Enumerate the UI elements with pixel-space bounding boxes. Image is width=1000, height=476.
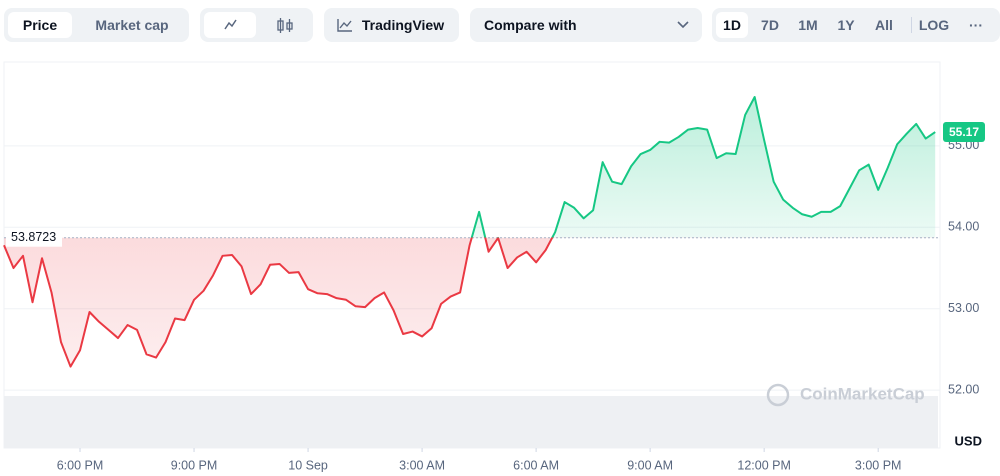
line-icon xyxy=(224,19,237,30)
compare-group[interactable]: Compare with xyxy=(470,8,702,42)
candle-icon xyxy=(277,18,293,33)
log-button[interactable]: LOG xyxy=(918,17,950,33)
line-style-button[interactable] xyxy=(204,12,256,38)
tradingview-icon xyxy=(337,19,352,32)
tradingview-button[interactable]: TradingView xyxy=(361,17,445,33)
price-mode-group: Price Market cap xyxy=(4,8,189,42)
x-tick-label: 10 Sep xyxy=(288,458,328,472)
y-tick-label: 54.00 xyxy=(948,220,979,234)
chevron-icon xyxy=(677,21,689,29)
price-button[interactable]: Price xyxy=(8,12,72,38)
divider xyxy=(911,17,912,33)
market-cap-button[interactable]: Market cap xyxy=(95,17,169,33)
y-tick-label: 53.00 xyxy=(948,301,979,315)
baseline-label: 53.8723 xyxy=(11,230,56,244)
baseline-label-bg xyxy=(6,228,62,247)
compare-dropdown[interactable]: Compare with xyxy=(484,17,577,33)
x-tick-label: 6:00 AM xyxy=(513,458,559,472)
current-price-label: 55.17 xyxy=(949,125,979,139)
x-tick-label: 6:00 PM xyxy=(57,458,104,472)
current-price-tag xyxy=(943,122,985,143)
range-button[interactable]: All xyxy=(875,17,893,33)
y-tick-label: 52.00 xyxy=(948,382,979,396)
x-tick-label: 9:00 AM xyxy=(627,458,673,472)
range-button[interactable]: 1Y xyxy=(837,17,855,33)
chart-style-group xyxy=(200,8,313,42)
range-button[interactable]: 7D xyxy=(761,17,779,33)
range-button[interactable]: 1M xyxy=(798,17,818,33)
x-tick-label: 3:00 AM xyxy=(399,458,445,472)
x-tick-label: 12:00 PM xyxy=(737,458,791,472)
area-fill xyxy=(4,97,936,367)
more-button[interactable]: ··· xyxy=(969,17,983,33)
x-tick-label: 9:00 PM xyxy=(171,458,218,472)
tradingview-group: TradingView xyxy=(324,8,459,42)
watermark: CoinMarketCap xyxy=(800,384,925,403)
x-tick-label: 3:00 PM xyxy=(855,458,902,472)
price-line xyxy=(3,96,936,368)
range-group: 1D 7D 1M 1Y All LOG ··· xyxy=(712,8,1000,42)
range-button[interactable]: 1D xyxy=(716,12,748,38)
volume-band xyxy=(4,396,938,448)
watermark-logo xyxy=(766,383,790,407)
candle-style-button[interactable] xyxy=(260,12,310,38)
y-unit: USD xyxy=(955,433,982,448)
